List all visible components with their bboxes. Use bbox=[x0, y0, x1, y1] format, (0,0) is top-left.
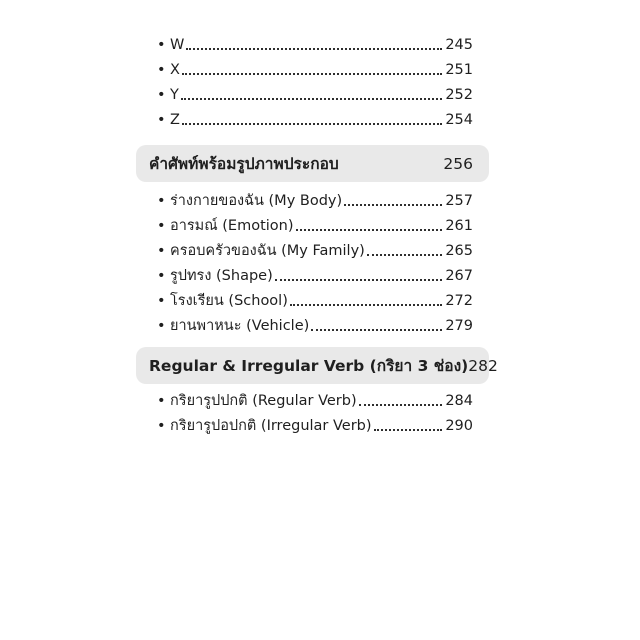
toc-item-label: อารมณ์ (Emotion) bbox=[170, 218, 294, 234]
toc-item-page: 284 bbox=[445, 393, 473, 409]
toc-item: • ครอบครัวของฉัน (My Family) 265 bbox=[136, 239, 489, 264]
toc-item-page: 290 bbox=[445, 418, 473, 434]
toc-item: • Y 252 bbox=[136, 83, 489, 108]
toc-section-header-vocabulary: คำศัพท์พร้อมรูปภาพประกอบ 256 bbox=[136, 145, 489, 182]
bullet-icon: • bbox=[157, 393, 166, 409]
dotted-leader bbox=[311, 329, 443, 331]
toc-item-page: 254 bbox=[445, 112, 473, 128]
toc-item-page: 265 bbox=[445, 243, 473, 259]
dotted-leader bbox=[295, 229, 443, 231]
table-of-contents: • W 245 • X 251 • Y 252 • Z 254 คำศัพท์พ… bbox=[136, 33, 498, 439]
toc-item: • อารมณ์ (Emotion) 261 bbox=[136, 214, 489, 239]
dotted-leader bbox=[366, 254, 443, 256]
toc-item-label: X bbox=[170, 62, 180, 78]
toc-item-label: ครอบครัวของฉัน (My Family) bbox=[170, 243, 365, 259]
toc-item: • X 251 bbox=[136, 58, 489, 83]
toc-item: • โรงเรียน (School) 272 bbox=[136, 289, 489, 314]
dotted-leader bbox=[181, 123, 443, 125]
bullet-icon: • bbox=[157, 112, 166, 128]
bullet-icon: • bbox=[157, 243, 166, 259]
toc-item-label: โรงเรียน (School) bbox=[170, 293, 288, 309]
bullet-icon: • bbox=[157, 37, 166, 53]
toc-item-page: 251 bbox=[445, 62, 473, 78]
toc-item-label: กริยารูปอปกติ (Irregular Verb) bbox=[170, 418, 372, 434]
toc-item: • กริยารูปปกติ (Regular Verb) 284 bbox=[136, 389, 489, 414]
dotted-leader bbox=[274, 279, 443, 281]
bullet-icon: • bbox=[157, 318, 166, 334]
section-title: Regular & Irregular Verb (กริยา 3 ช่อง) bbox=[149, 357, 469, 375]
section-page: 282 bbox=[468, 356, 498, 375]
bullet-icon: • bbox=[157, 62, 166, 78]
bullet-icon: • bbox=[157, 193, 166, 209]
toc-item-page: 261 bbox=[445, 218, 473, 234]
bullet-icon: • bbox=[157, 87, 166, 103]
toc-item: • Z 254 bbox=[136, 108, 489, 133]
bullet-icon: • bbox=[157, 218, 166, 234]
toc-item-page: 245 bbox=[445, 37, 473, 53]
toc-item: • W 245 bbox=[136, 33, 489, 58]
toc-item: • ยานพาหนะ (Vehicle) 279 bbox=[136, 314, 489, 339]
toc-section-header-verbs: Regular & Irregular Verb (กริยา 3 ช่อง) … bbox=[136, 347, 498, 384]
bullet-icon: • bbox=[157, 293, 166, 309]
toc-item-page: 267 bbox=[445, 268, 473, 284]
toc-item-page: 272 bbox=[445, 293, 473, 309]
toc-item-label: W bbox=[170, 37, 185, 53]
toc-item-page: 257 bbox=[445, 193, 473, 209]
dotted-leader bbox=[186, 48, 443, 50]
dotted-leader bbox=[373, 429, 443, 431]
toc-item-label: Y bbox=[170, 87, 179, 103]
toc-item-label: ร่างกายของฉัน (My Body) bbox=[170, 193, 343, 209]
bullet-icon: • bbox=[157, 418, 166, 434]
bullet-icon: • bbox=[157, 268, 166, 284]
section-title: คำศัพท์พร้อมรูปภาพประกอบ bbox=[149, 155, 339, 173]
toc-item-label: กริยารูปปกติ (Regular Verb) bbox=[170, 393, 357, 409]
dotted-leader bbox=[181, 73, 443, 75]
toc-item-label: รูปทรง (Shape) bbox=[170, 268, 273, 284]
toc-item: • ร่างกายของฉัน (My Body) 257 bbox=[136, 189, 489, 214]
toc-item: • รูปทรง (Shape) 267 bbox=[136, 264, 489, 289]
dotted-leader bbox=[289, 304, 443, 306]
toc-item-page: 252 bbox=[445, 87, 473, 103]
dotted-leader bbox=[344, 204, 443, 206]
dotted-leader bbox=[358, 404, 443, 406]
toc-item-label: Z bbox=[170, 112, 180, 128]
section-page: 256 bbox=[443, 154, 473, 173]
toc-item: • กริยารูปอปกติ (Irregular Verb) 290 bbox=[136, 414, 489, 439]
toc-item-page: 279 bbox=[445, 318, 473, 334]
toc-item-label: ยานพาหนะ (Vehicle) bbox=[170, 318, 310, 334]
dotted-leader bbox=[180, 98, 443, 100]
